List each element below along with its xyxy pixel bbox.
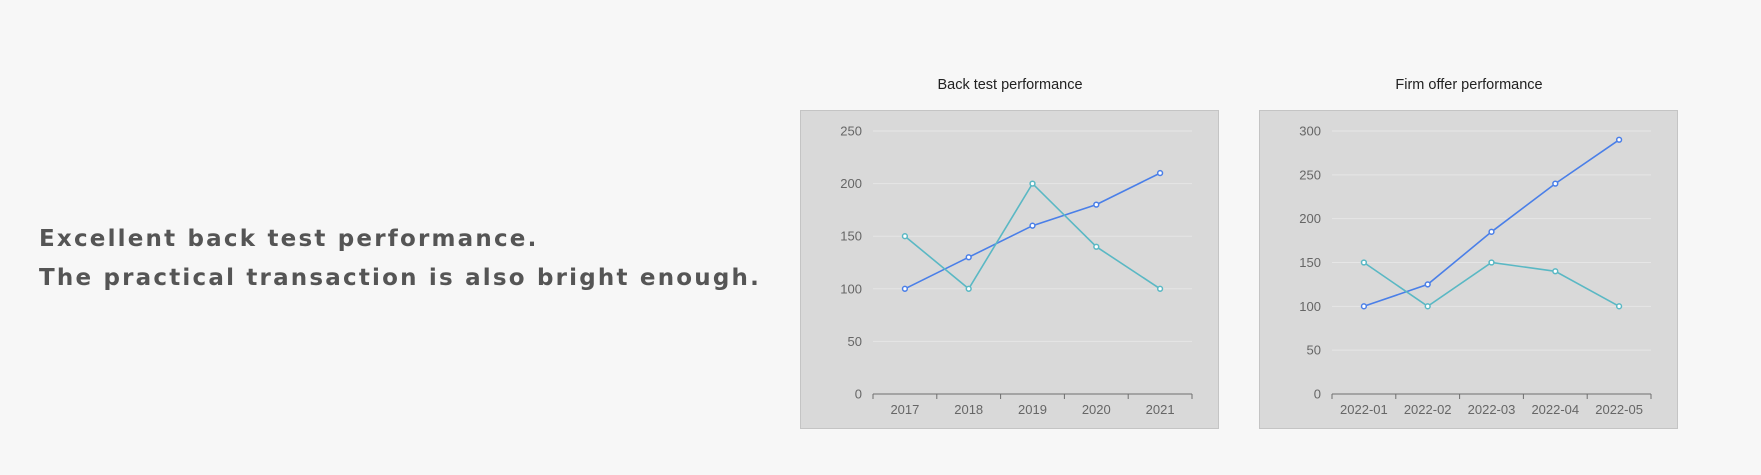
x-tick-label: 2022-04 [1531, 402, 1579, 417]
data-point [1488, 228, 1495, 235]
tagline: Excellent back test performance. The pra… [39, 220, 759, 298]
tagline-line-2: The practical transaction is also bright… [39, 265, 762, 291]
data-point [1156, 285, 1164, 292]
data-point [1488, 259, 1495, 266]
data-point [1424, 281, 1431, 288]
series-line-2 [1363, 261, 1620, 308]
data-point [965, 285, 972, 292]
chart-firm-offer: 0 50 100 150 200 250 300 2022-01 2022-02 2022-03 2… [1299, 124, 1652, 417]
x-tick-label: 2021 [1146, 402, 1175, 417]
x-tick-label: 2022-05 [1595, 402, 1643, 417]
y-tick-label: 100 [1299, 299, 1321, 314]
chart-title-firm-offer: Firm offer performance [1395, 77, 1543, 93]
data-point [1360, 259, 1368, 266]
y-tick-label: 250 [1299, 167, 1321, 182]
x-tick-label: 2018 [954, 402, 983, 417]
chart-title-back-test: Back test performance [937, 77, 1083, 93]
data-point [1615, 303, 1623, 310]
x-tick-label: 2022-02 [1404, 402, 1452, 417]
chart-panel-back-test: 0 50 100 150 200 250 2017 2018 2019 2020 2021 [800, 110, 1219, 429]
y-tick-label: 50 [848, 334, 862, 349]
chart-back-test: 0 50 100 150 200 250 2017 2018 2019 2020 2021 [840, 124, 1193, 417]
y-tick-label: 150 [840, 229, 862, 244]
data-point [1552, 180, 1559, 187]
x-tick-label: 2017 [890, 402, 919, 417]
y-tick-label: 300 [1299, 124, 1321, 139]
data-point [1615, 136, 1623, 143]
data-point [1156, 169, 1164, 177]
y-tick-label: 0 [855, 387, 862, 402]
data-point [1093, 243, 1100, 250]
data-point [1029, 222, 1036, 229]
y-tick-label: 200 [1299, 211, 1321, 226]
chart-panel-firm-offer: 0 50 100 150 200 250 300 2022-01 2022-02 2022-03 2… [1259, 110, 1678, 429]
data-point [901, 285, 909, 292]
y-tick-label: 50 [1307, 343, 1321, 358]
y-tick-label: 150 [1299, 255, 1321, 270]
data-point [1093, 201, 1100, 208]
tagline-line-1: Excellent back test performance. [39, 226, 539, 252]
x-tick-label: 2022-03 [1468, 402, 1516, 417]
y-tick-label: 200 [840, 176, 862, 191]
data-point [965, 254, 972, 261]
y-tick-label: 100 [840, 281, 862, 296]
data-point [901, 233, 909, 240]
series-line-1 [904, 172, 1161, 290]
x-tick-label: 2020 [1082, 402, 1111, 417]
x-tick-label: 2019 [1018, 402, 1047, 417]
y-tick-label: 250 [840, 124, 862, 139]
x-tick-label: 2022-01 [1340, 402, 1388, 417]
data-point [1029, 180, 1036, 187]
data-point [1424, 303, 1431, 310]
series-line-1 [1363, 139, 1620, 308]
data-point [1552, 268, 1559, 275]
y-tick-label: 0 [1314, 387, 1321, 402]
data-point [1360, 303, 1368, 310]
